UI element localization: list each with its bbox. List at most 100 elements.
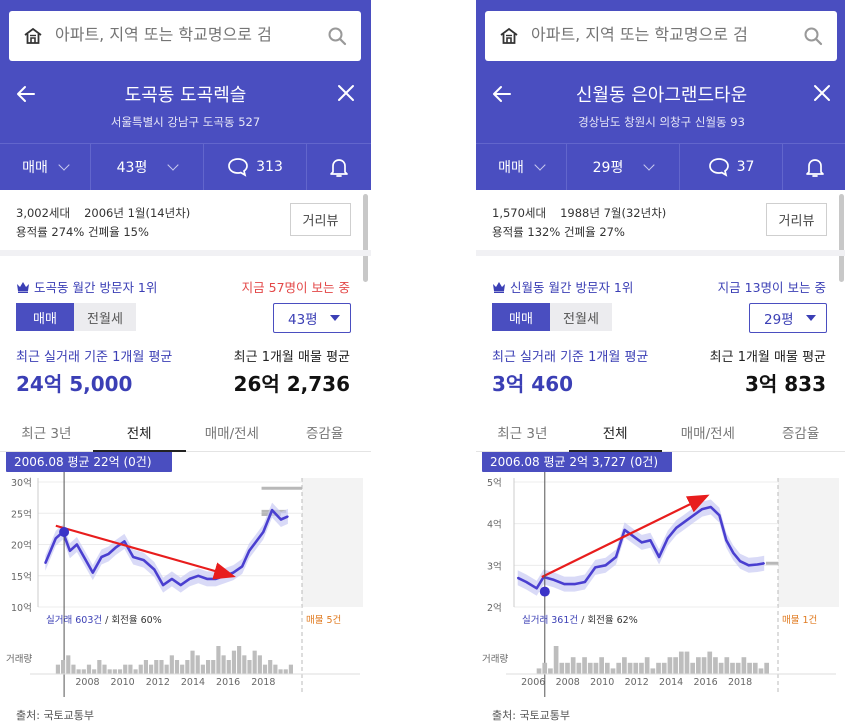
price-point: [114, 546, 117, 549]
build-date: 1988년 7월(32년차): [560, 206, 667, 220]
volume-bar: [143, 660, 149, 674]
x-tick-label: 2008: [556, 677, 580, 688]
section-divider: [476, 250, 845, 256]
search-icon[interactable]: [327, 26, 347, 46]
volume-bar: [724, 657, 730, 674]
trade-type-dropdown[interactable]: 매매: [476, 144, 567, 190]
chart-tab[interactable]: 최근 3년: [21, 425, 72, 442]
volume-bar: [283, 669, 288, 674]
volume-bar: [650, 668, 656, 674]
size-select[interactable]: 43평: [273, 303, 351, 333]
volume-bar: [559, 662, 565, 674]
chart-tab[interactable]: 매매/전세: [204, 425, 259, 442]
comments-button[interactable]: 313: [204, 144, 307, 190]
size-dropdown[interactable]: 43평: [91, 144, 204, 190]
volume-bar: [211, 660, 216, 674]
chart-tab[interactable]: 매매/전세: [680, 425, 735, 442]
price-point: [123, 540, 126, 543]
x-tick-label: 2016: [694, 677, 718, 688]
chart-tab[interactable]: 전체: [92, 412, 186, 452]
size-dropdown[interactable]: 29평: [567, 144, 680, 190]
volume-bar: [553, 646, 559, 674]
back-arrow-icon[interactable]: [14, 82, 38, 106]
price-line: [44, 508, 289, 587]
price-point: [69, 549, 71, 552]
toggle-rent[interactable]: 전월세: [563, 311, 599, 327]
households: 1,570세대: [492, 206, 547, 220]
trade-type-dropdown[interactable]: 매매: [0, 144, 91, 190]
chart-tab[interactable]: 증감율: [781, 425, 820, 442]
volume-bar: [102, 664, 107, 674]
search-input[interactable]: [531, 25, 791, 44]
notification-button[interactable]: [783, 144, 845, 190]
apartment-name: 도곡동 도곡렉슬: [124, 85, 247, 106]
volume-bar: [610, 668, 616, 674]
volume-bar: [542, 662, 548, 674]
close-icon[interactable]: [335, 82, 357, 104]
street-view-button[interactable]: 거리뷰: [766, 203, 827, 236]
toggle-sale[interactable]: 매매: [492, 303, 550, 331]
scrollbar[interactable]: [839, 194, 844, 282]
volume-bar: [195, 655, 200, 674]
comments-button[interactable]: 37: [680, 144, 783, 190]
source-label: 출처: 국토교통부: [492, 709, 571, 722]
visitor-rank: 신월동 월간 방문자 1위: [492, 277, 633, 296]
x-tick-label: 2018: [251, 677, 275, 688]
street-view-button[interactable]: 거리뷰: [290, 203, 351, 236]
recent-deal-price: 3억 460: [492, 372, 574, 396]
apartment-address: 경상남도 창원시 의창구 신월동 93: [578, 115, 745, 129]
volume-bar: [582, 657, 587, 674]
volume-bar: [252, 650, 257, 674]
volume-label: 거래량: [6, 653, 32, 665]
scrollbar[interactable]: [363, 194, 368, 282]
build-date: 2006년 1월(14년차): [84, 206, 191, 220]
toggle-rent[interactable]: 전월세: [87, 311, 123, 327]
price-point: [271, 509, 273, 511]
recent-deal-price: 24억 5,000: [16, 372, 133, 396]
price-point: [632, 535, 635, 537]
price-point: [649, 539, 652, 542]
caret-down-icon: [806, 315, 816, 321]
floor-area-ratio: 용적률 274%: [16, 225, 85, 239]
x-tick-label: 2014: [659, 677, 683, 688]
chart-tab[interactable]: 최근 3년: [497, 425, 548, 442]
toggle-sale[interactable]: 매매: [16, 303, 74, 331]
search-input[interactable]: [55, 25, 315, 44]
back-arrow-icon[interactable]: [490, 82, 514, 106]
volume-bar: [154, 660, 159, 674]
close-icon[interactable]: [811, 82, 833, 104]
recent-listing-label: 최근 1개월 매물 평균: [709, 350, 826, 365]
recent-listing-label: 최근 1개월 매물 평균: [233, 350, 350, 365]
volume-bar: [678, 651, 684, 674]
chevron-down-icon: [58, 158, 70, 171]
size-select-value: 43평: [288, 312, 318, 328]
volume-bar: [117, 669, 123, 674]
price-point: [553, 579, 555, 581]
volume-bar: [262, 664, 268, 674]
volume-bar: [707, 651, 713, 674]
price-point: [516, 577, 519, 579]
search-icon[interactable]: [803, 26, 823, 46]
search-box[interactable]: [9, 11, 361, 61]
sale-rent-toggle: 매매 전월세: [492, 303, 612, 331]
volume-bar: [667, 657, 673, 674]
price-point: [641, 541, 643, 544]
volume-bar: [159, 660, 164, 674]
search-box[interactable]: [485, 11, 837, 61]
chart-tab[interactable]: 전체: [568, 412, 662, 452]
stats-separator: /: [578, 615, 587, 626]
detail-content: 1,570세대 1988년 7월(32년차) 용적률 132% 건폐율 27% 거…: [476, 190, 845, 727]
volume-bar: [81, 669, 86, 674]
chart-tab[interactable]: 증감율: [305, 425, 344, 442]
volume-bar: [764, 662, 769, 674]
notification-button[interactable]: [307, 144, 371, 190]
price-point: [162, 584, 164, 586]
volume-bar: [639, 662, 644, 674]
size-select[interactable]: 29평: [749, 303, 827, 333]
volume-bar: [758, 668, 764, 674]
x-tick-label: 2018: [728, 677, 752, 688]
price-point: [525, 581, 528, 583]
volume-bar: [257, 655, 262, 674]
price-point: [763, 562, 766, 565]
speech-bubble-icon: [708, 158, 729, 177]
